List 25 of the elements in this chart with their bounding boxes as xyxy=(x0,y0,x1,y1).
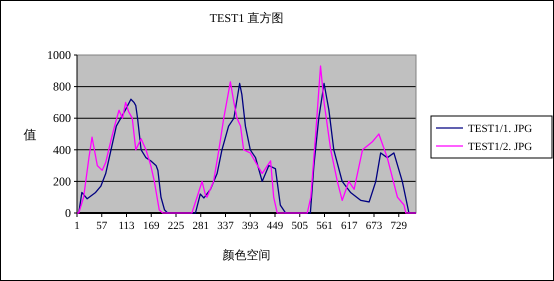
x-tick-label: 673 xyxy=(366,220,383,232)
y-tick-label: 600 xyxy=(53,111,71,126)
legend-label: TEST1/2. JPG xyxy=(468,141,532,153)
x-tick-label: 1 xyxy=(74,220,80,232)
x-tick-label: 617 xyxy=(341,220,358,232)
x-tick-label: 561 xyxy=(316,220,333,232)
x-tick-label: 505 xyxy=(292,220,309,232)
x-axis-title: 颜色空间 xyxy=(222,248,270,262)
x-tick-label: 449 xyxy=(266,220,284,232)
chart-title: TEST1 直方图 xyxy=(210,11,284,25)
y-axis-title: 值 xyxy=(24,127,36,142)
x-tick-label: 113 xyxy=(118,220,136,232)
y-tick-label: 400 xyxy=(53,142,71,157)
y-tick-label: 200 xyxy=(53,174,71,188)
legend-label: TEST1/1. JPG xyxy=(468,123,532,135)
y-tick-label: 800 xyxy=(53,80,71,94)
x-tick-label: 729 xyxy=(390,220,408,232)
x-tick-label: 225 xyxy=(168,220,185,232)
x-tick-label: 169 xyxy=(143,220,160,232)
x-tick-label: 337 xyxy=(217,220,234,232)
x-tick-label: 281 xyxy=(192,220,210,232)
y-tick-label: 1000 xyxy=(47,48,71,62)
y-tick-label: 0 xyxy=(65,206,71,220)
x-tick-label: 57 xyxy=(96,220,108,232)
x-tick-label: 393 xyxy=(242,220,260,232)
